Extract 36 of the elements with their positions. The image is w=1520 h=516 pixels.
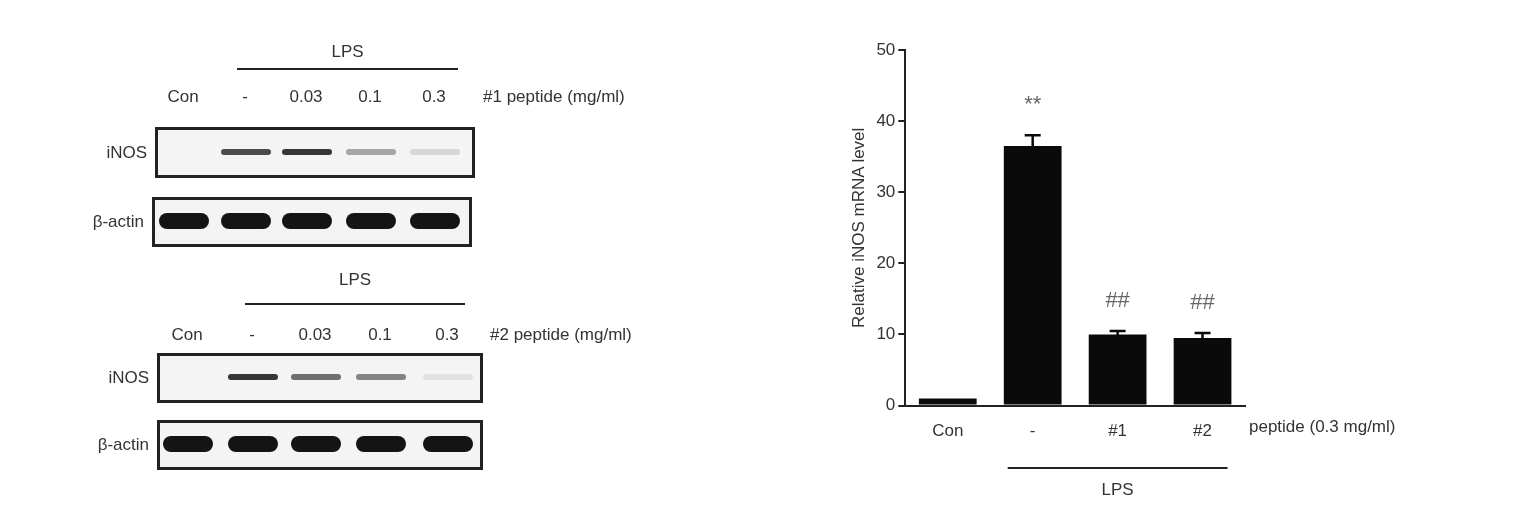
annotation: ## bbox=[1105, 286, 1131, 312]
text: LPS bbox=[1101, 479, 1134, 499]
y-tick-label: 0 bbox=[885, 395, 896, 415]
x-axis-title: peptide (0.3 mg/ml) bbox=[1249, 417, 1396, 437]
annotation: ** bbox=[1024, 91, 1042, 117]
y-axis-title: Relative iNOS mRNA level bbox=[848, 127, 868, 328]
annotation: ## bbox=[1190, 289, 1216, 315]
text: Con bbox=[171, 325, 203, 345]
text: iNOS bbox=[106, 142, 147, 163]
y-tick-label: 50 bbox=[876, 39, 896, 59]
text: - bbox=[249, 325, 255, 345]
text: 0.1 bbox=[368, 325, 392, 345]
text: - bbox=[242, 87, 248, 107]
y-tick-label: 30 bbox=[876, 181, 896, 201]
text: 0.03 bbox=[289, 87, 323, 107]
text: LPS bbox=[338, 270, 372, 290]
text: #2 peptide (mg/ml) bbox=[490, 325, 632, 345]
y-tick-label: 20 bbox=[876, 253, 896, 273]
text: 0.03 bbox=[298, 325, 332, 345]
text: #1 peptide (mg/ml) bbox=[483, 87, 625, 107]
text: 0.3 bbox=[422, 87, 446, 107]
y-tick-label: 40 bbox=[876, 110, 896, 130]
text: β-actin bbox=[97, 435, 149, 455]
text: β-actin bbox=[92, 212, 144, 232]
text: Con bbox=[167, 87, 199, 107]
bar bbox=[1088, 334, 1147, 405]
text: iNOS bbox=[108, 368, 149, 388]
text: 0.3 bbox=[435, 325, 459, 345]
y-tick-label: 10 bbox=[876, 324, 896, 344]
x-tick-label: - bbox=[1029, 421, 1036, 441]
x-tick-label: Con bbox=[932, 421, 964, 441]
bar bbox=[918, 398, 977, 405]
text: 0.1 bbox=[358, 87, 382, 107]
text: LPS bbox=[331, 42, 364, 62]
x-tick-label: #1 bbox=[1108, 421, 1128, 441]
x-tick-label: #2 bbox=[1193, 421, 1212, 441]
